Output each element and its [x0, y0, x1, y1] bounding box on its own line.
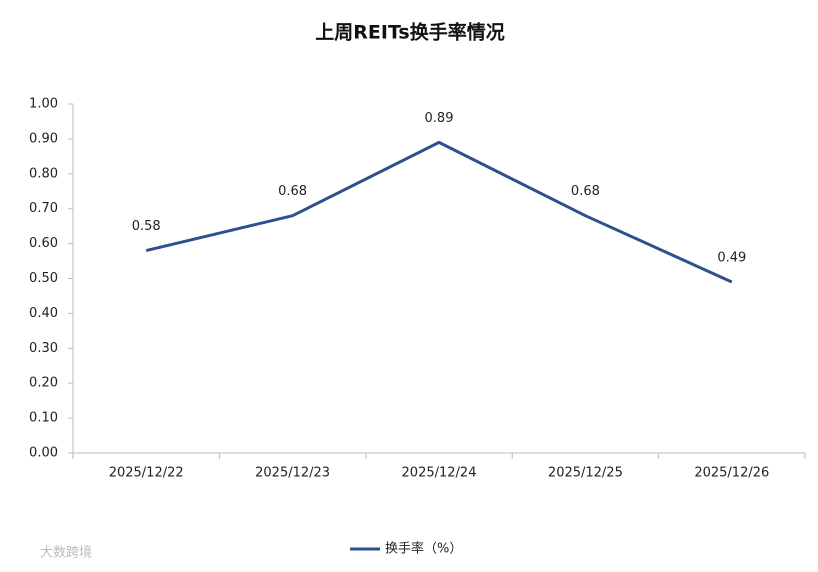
x-tick-label: 2025/12/25: [548, 466, 623, 481]
y-tick-label: 0.00: [29, 446, 58, 461]
data-label: 0.68: [571, 184, 600, 199]
x-tick-label: 2025/12/24: [402, 466, 477, 481]
x-tick-label: 2025/12/26: [694, 466, 769, 481]
y-tick-label: 0.50: [29, 271, 58, 286]
x-tick-label: 2025/12/22: [109, 466, 184, 481]
line: [145, 140, 733, 284]
y-tick-label: 0.40: [29, 306, 58, 321]
y-tick-label: 0.20: [29, 376, 58, 391]
data-label: 0.49: [717, 250, 746, 265]
data-label: 0.58: [132, 219, 161, 234]
data-label: 0.68: [278, 184, 307, 199]
y-tick-label: 0.80: [29, 166, 58, 181]
y-tick-label: 0.90: [29, 131, 58, 146]
y-tick-label: 0.10: [29, 411, 58, 426]
watermark: 大数跨境: [40, 546, 92, 561]
y-tick-label: 1.00: [29, 97, 58, 112]
y-tick-label: 0.60: [29, 236, 58, 251]
legend-label: 换手率（%）: [385, 541, 462, 557]
chart-title: 上周REITs换手率情况: [315, 21, 504, 44]
y-tick-label: 0.70: [29, 201, 58, 216]
data-label: 0.89: [425, 111, 454, 126]
x-tick-label: 2025/12/23: [255, 466, 330, 481]
y-tick-label: 0.30: [29, 341, 58, 356]
